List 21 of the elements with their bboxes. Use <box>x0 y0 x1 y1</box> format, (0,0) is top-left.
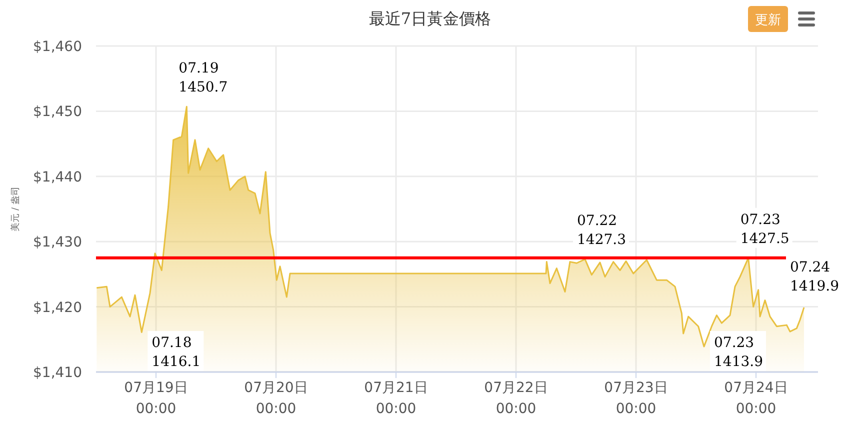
x-tick-label: 07月24日 00:00 <box>724 380 788 417</box>
y-tick-label: $1,460 <box>33 39 82 55</box>
y-tick-label: $1,440 <box>33 169 82 186</box>
y-tick-label: $1,450 <box>33 104 82 120</box>
x-tick-label: 07月22日 00:00 <box>484 380 548 417</box>
annotation: 07.19 1450.7 <box>178 60 228 96</box>
chart-title: 最近7日黃金價格 <box>368 9 492 28</box>
annotation: 07.22 1427.3 <box>577 213 626 248</box>
y-tick-label: $1,410 <box>33 365 82 381</box>
x-tick-label: 07月23日 00:00 <box>604 380 668 417</box>
y-axis-title: 美元 / 盎司 <box>10 186 21 232</box>
annotation: 07.23 1427.5 <box>740 212 790 247</box>
annotation: 07.23 1413.9 <box>714 335 763 370</box>
annotation: 07.18 1416.1 <box>152 335 201 370</box>
annotation: 07.24 1419.9 <box>790 259 839 294</box>
y-tick-label: $1,420 <box>33 300 82 316</box>
text: 更新 <box>755 13 781 28</box>
x-tick-label: 07月19日 00:00 <box>124 380 188 417</box>
y-tick-label: $1,430 <box>33 234 82 251</box>
x-tick-label: 07月21日 00:00 <box>364 380 428 417</box>
x-tick-label: 07月20日 00:00 <box>244 380 308 417</box>
